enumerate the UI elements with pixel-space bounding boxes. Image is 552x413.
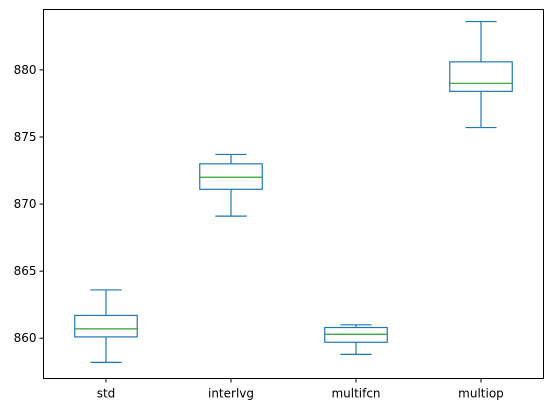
- x-tick-label: multiop: [458, 387, 504, 401]
- box-group-multiop: [449, 20, 513, 129]
- box-iqr: [324, 326, 388, 343]
- axes-frame: [43, 9, 544, 379]
- y-tick-label: 860: [14, 331, 37, 345]
- box-iqr: [199, 163, 263, 190]
- box-group-multifcn: [324, 324, 388, 355]
- y-axis: 860 865 870 875 880: [14, 63, 44, 345]
- x-tick-label: interlvg: [208, 387, 254, 401]
- y-tick-label: 870: [14, 197, 37, 211]
- box-iqr: [74, 314, 138, 338]
- x-axis: std interlvg multifcn multiop: [97, 378, 504, 401]
- y-tick-label: 875: [14, 130, 37, 144]
- box-group-std: [74, 289, 138, 363]
- y-tick-label: 865: [14, 264, 37, 278]
- x-tick-label: multifcn: [331, 387, 380, 401]
- plot-marks: [74, 20, 513, 363]
- x-tick-label: std: [97, 387, 116, 401]
- box-group-interlvg: [199, 153, 263, 217]
- box-iqr: [449, 61, 513, 92]
- y-tick-label: 880: [14, 63, 37, 77]
